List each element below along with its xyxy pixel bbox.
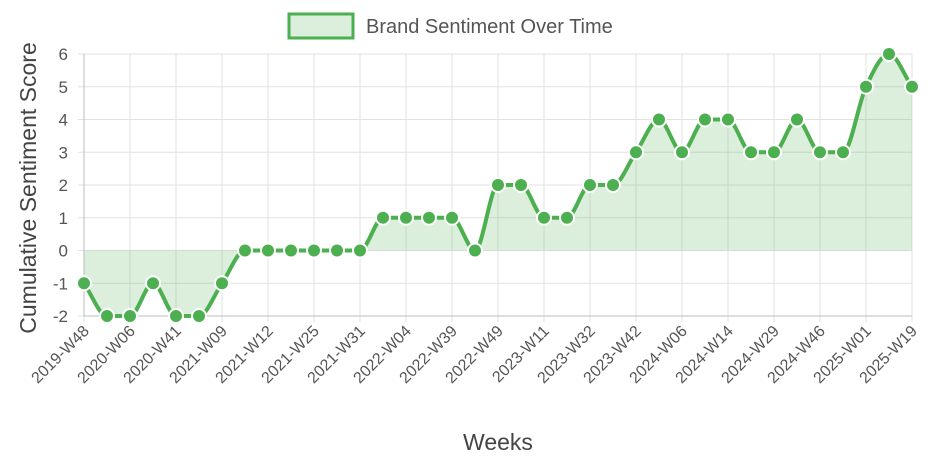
data-point — [306, 242, 322, 259]
data-point — [789, 111, 805, 128]
x-axis-title: Weeks — [463, 429, 533, 455]
y-tick-label: 0 — [59, 242, 68, 261]
y-tick-label: 4 — [59, 111, 68, 130]
y-tick-label: 3 — [59, 143, 68, 162]
data-point — [398, 209, 414, 226]
data-point — [191, 308, 207, 324]
y-tick-label: -2 — [53, 307, 68, 326]
data-point — [260, 242, 276, 259]
data-point — [444, 209, 460, 226]
data-point — [421, 209, 437, 226]
data-point — [536, 209, 552, 226]
data-point — [513, 177, 529, 193]
legend-swatch[interactable] — [287, 12, 355, 40]
legend-label[interactable]: Brand Sentiment Over Time — [366, 16, 613, 38]
y-tick-label: 2 — [59, 176, 68, 195]
data-point — [651, 111, 667, 128]
data-point — [283, 242, 299, 259]
y-tick-label: 1 — [59, 209, 68, 228]
data-point — [720, 111, 736, 128]
legend[interactable]: Brand Sentiment Over Time — [287, 12, 613, 40]
data-point — [743, 144, 759, 161]
data-point — [766, 144, 782, 161]
y-tick-label: 5 — [59, 78, 68, 97]
data-point — [812, 144, 828, 161]
y-tick-label: -1 — [53, 274, 68, 293]
data-point — [237, 242, 253, 259]
y-tick-label: 6 — [59, 45, 68, 64]
grid — [78, 53, 913, 322]
data-point — [835, 144, 851, 161]
data-point — [858, 78, 874, 95]
data-point — [559, 209, 575, 226]
data-point — [904, 78, 920, 95]
data-point — [214, 275, 230, 292]
axes — [83, 54, 912, 317]
data-point — [674, 144, 690, 161]
data-point — [352, 242, 368, 259]
data-point — [99, 308, 115, 324]
data-point — [76, 275, 92, 292]
data-point — [490, 177, 506, 193]
data-point — [605, 177, 621, 193]
data-point — [881, 46, 897, 62]
data-point — [697, 111, 713, 128]
y-tick-labels: -2 -1 0 1 2 3 4 5 6 — [53, 45, 68, 326]
data-point — [582, 177, 598, 193]
data-point — [467, 242, 483, 259]
x-tick-labels: 2019-W482020-W062020-W412021-W092021-W12… — [29, 323, 921, 387]
y-axis-title: Cumulative Sentiment Score — [15, 42, 41, 333]
data-point — [122, 308, 138, 324]
data-point — [329, 242, 345, 259]
data-point — [145, 275, 161, 292]
data-point — [168, 308, 184, 324]
data-points — [76, 46, 920, 324]
data-point — [375, 209, 391, 226]
data-point — [628, 144, 644, 161]
